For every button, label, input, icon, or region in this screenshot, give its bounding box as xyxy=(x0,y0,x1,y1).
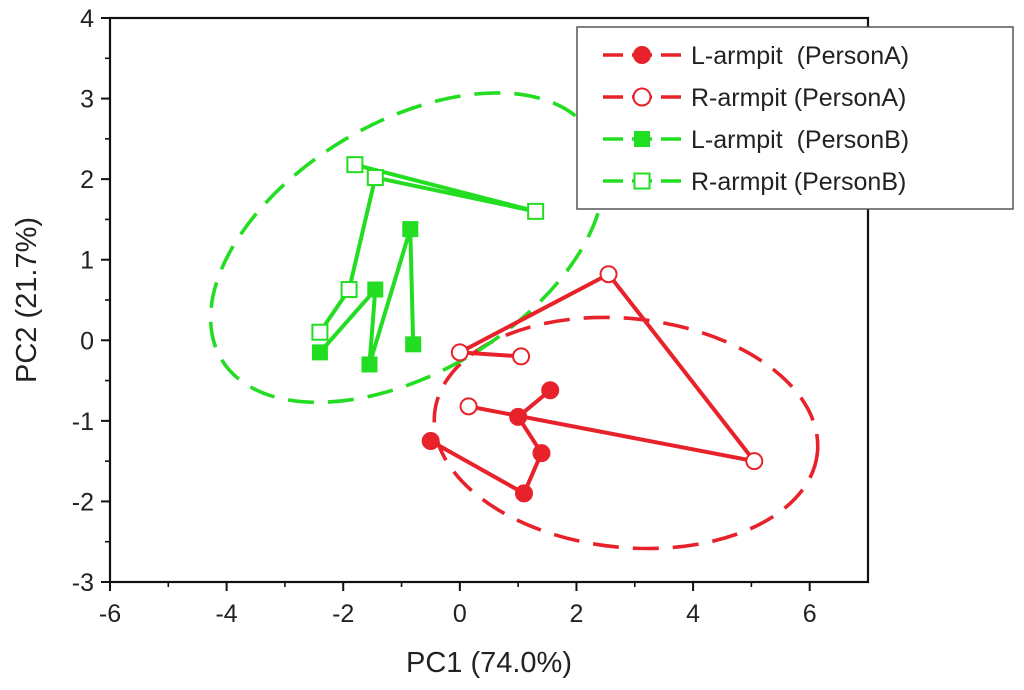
y-tick-label-3: 0 xyxy=(80,327,94,355)
series-line-2 xyxy=(318,227,416,367)
y-tick-label-7: 4 xyxy=(80,5,94,33)
legend-label-1: R-armpit (PersonA) xyxy=(691,84,906,112)
legend-marker xyxy=(632,87,652,107)
data-point-0-1 xyxy=(514,484,533,503)
legend-label-0: L-armpit (PersonA) xyxy=(691,42,909,70)
ellipse-persona xyxy=(432,315,820,551)
x-tick-label-5: 4 xyxy=(686,600,700,628)
data-point-0-4 xyxy=(541,381,560,400)
series-line-3 xyxy=(318,162,538,334)
data-point-2-0 xyxy=(405,336,422,353)
data-point-0-2 xyxy=(532,444,551,463)
y-tick-label-0: -3 xyxy=(72,569,94,597)
x-tick-label-1: -4 xyxy=(215,600,237,628)
y-tick-label-5: 2 xyxy=(80,166,94,194)
x-tick-label-4: 2 xyxy=(570,600,584,628)
legend-item-2: L-armpit (PersonB) xyxy=(603,126,909,154)
data-point-1-3 xyxy=(745,452,764,471)
legend-item-0: L-armpit (PersonA) xyxy=(603,42,909,70)
data-point-0-0 xyxy=(421,432,440,450)
legend-label-3: R-armpit (PersonB) xyxy=(691,168,906,196)
legend-marker xyxy=(634,131,650,147)
y-tick-label-1: -2 xyxy=(72,488,94,516)
legend-label-2: L-armpit (PersonB) xyxy=(691,126,909,154)
y-axis-label: PC2 (21.7%) xyxy=(11,217,43,383)
series-line-0 xyxy=(429,388,552,496)
series-line-1 xyxy=(457,272,757,464)
x-tick-label-3: 0 xyxy=(453,600,467,628)
legend-marker xyxy=(633,46,651,64)
legend-item-3: R-armpit (PersonB) xyxy=(603,168,906,196)
y-tick-label-4: 1 xyxy=(80,247,94,275)
data-point-2-1 xyxy=(402,221,419,238)
y-tick-label-2: -1 xyxy=(72,408,94,436)
data-point-3-3 xyxy=(527,202,545,220)
data-point-2-2 xyxy=(361,356,378,373)
legend-marker xyxy=(633,172,651,190)
data-point-2-4 xyxy=(311,344,328,361)
y-tick-label-6: 3 xyxy=(80,86,94,114)
data-point-2-3 xyxy=(367,281,384,298)
x-tick-label-0: -6 xyxy=(99,600,121,628)
x-axis-label: PC1 (74.0%) xyxy=(406,647,572,679)
x-tick-label-2: -2 xyxy=(332,600,354,628)
data-point-1-4 xyxy=(459,397,478,416)
data-point-3-1 xyxy=(340,281,358,299)
data-point-1-0 xyxy=(512,347,531,366)
data-point-1-2 xyxy=(599,265,618,284)
data-point-3-4 xyxy=(346,156,364,174)
x-tick-label-6: 6 xyxy=(803,600,817,628)
data-point-3-2 xyxy=(366,169,384,187)
data-point-1-1 xyxy=(450,343,469,362)
legend-item-1: R-armpit (PersonA) xyxy=(603,84,906,112)
legend: L-armpit (PersonA) R-armpit (PersonA) L-ar… xyxy=(576,26,1014,210)
data-point-3-0 xyxy=(311,323,329,341)
